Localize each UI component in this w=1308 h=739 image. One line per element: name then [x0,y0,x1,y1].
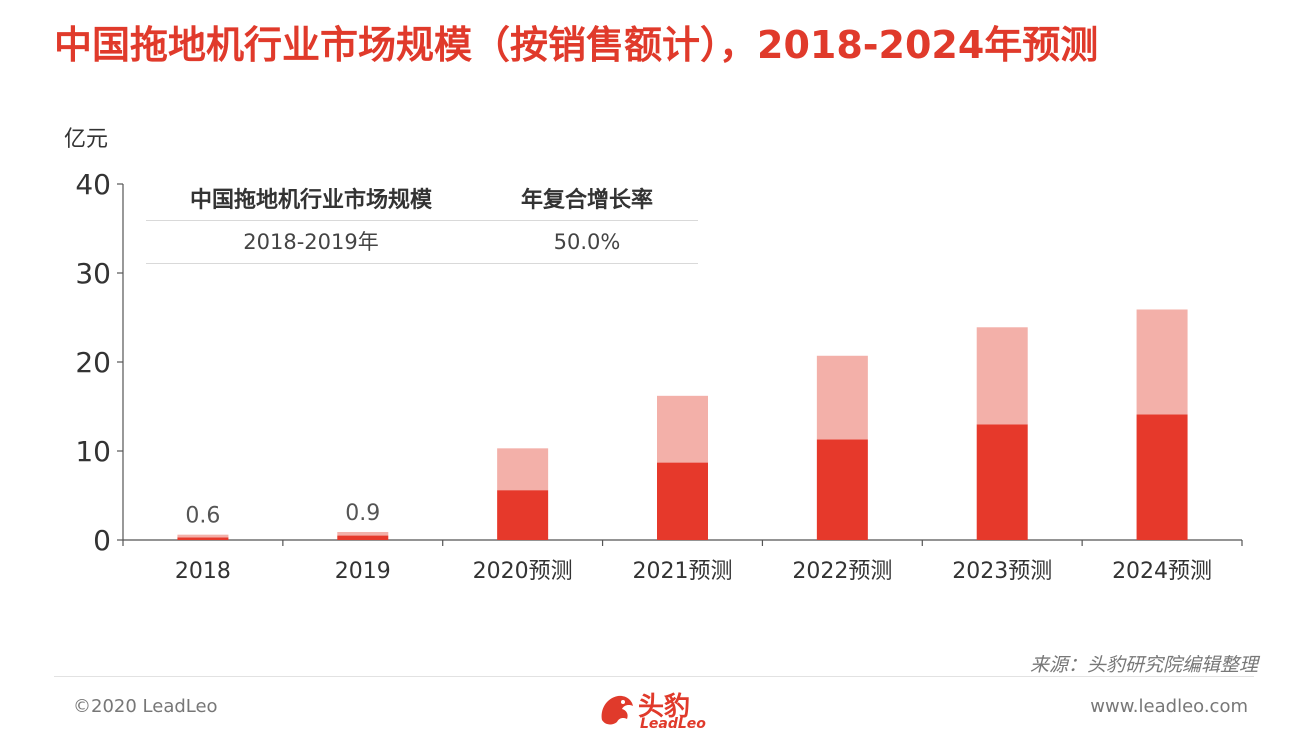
bar-segment-1 [816,439,868,540]
cagr-header-market: 中国拖地机行业市场规模 [189,188,432,213]
bar-segment-1 [177,537,229,540]
bar-segment-1 [976,424,1028,540]
cagr-header-rate: 年复合增长率 [520,188,653,213]
source-note: 来源：头豹研究院编辑整理 [1029,654,1258,676]
x-tick-label: 2019 [335,559,391,584]
x-tick-label: 2018 [175,559,231,584]
chart-axes: 0 10 20 30 40 [75,168,1243,557]
chart-title: 中国拖地机行业市场规模（按销售额计），2018-2024年预测 [54,23,1099,67]
bar-segment-2 [976,327,1028,425]
chart-labels: 0.6 2018 0.9 2019 2020预测 2021预测 2022预测 2023预测 20… [175,501,1212,584]
y-tick-label: 40 [75,168,111,201]
x-tick-label: 2024预测 [1112,559,1212,584]
bar-segment-2 [816,355,868,440]
logo-name: 头豹 [638,692,691,722]
bar-segment-2 [1136,309,1188,415]
bar-segment-2 [337,531,389,536]
copyright-text: ©2020 LeadLeo [73,696,218,717]
bar-data-label: 0.9 [345,501,380,526]
chart-bars [177,309,1188,540]
x-tick-label: 2023预测 [952,559,1052,584]
x-tick-label: 2022预测 [792,559,892,584]
bar-segment-1 [497,490,549,540]
bar-segment-2 [497,448,549,491]
leadleo-logo: 头豹 LeadLeo [596,686,726,734]
cagr-table-row: 2018-2019年 50.0% [146,221,698,264]
cagr-rate: 50.0% [553,230,621,254]
bar-segment-1 [337,535,389,540]
website-link[interactable]: www.leadleo.com [1090,696,1248,717]
leopard-head-icon [601,695,633,725]
logo-sub: LeadLeo [640,716,706,732]
y-tick-label: 30 [75,257,111,290]
cagr-table: 中国拖地机行业市场规模 年复合增长率 2018-2019年 50.0% [146,182,698,264]
bar-segment-2 [657,395,708,463]
bar-segment-1 [1136,414,1188,540]
bar-chart: 0 10 20 30 40 0.6 2018 0.9 2019 2020预测 2021预测 2022… [75,168,1243,584]
bar-segment-2 [177,534,229,538]
bar-data-label: 0.6 [185,504,220,529]
x-tick-label: 2020预测 [473,559,573,584]
y-axis-unit-label: 亿元 [64,127,109,152]
bar-segment-1 [657,462,708,540]
cagr-period: 2018-2019年 [243,230,379,254]
y-tick-label: 20 [75,346,111,379]
cagr-table-header: 中国拖地机行业市场规模 年复合增长率 [146,182,698,221]
y-tick-label: 0 [93,524,111,557]
x-tick-label: 2021预测 [633,559,733,584]
y-tick-label: 10 [75,435,111,468]
footer-divider [54,676,1254,677]
